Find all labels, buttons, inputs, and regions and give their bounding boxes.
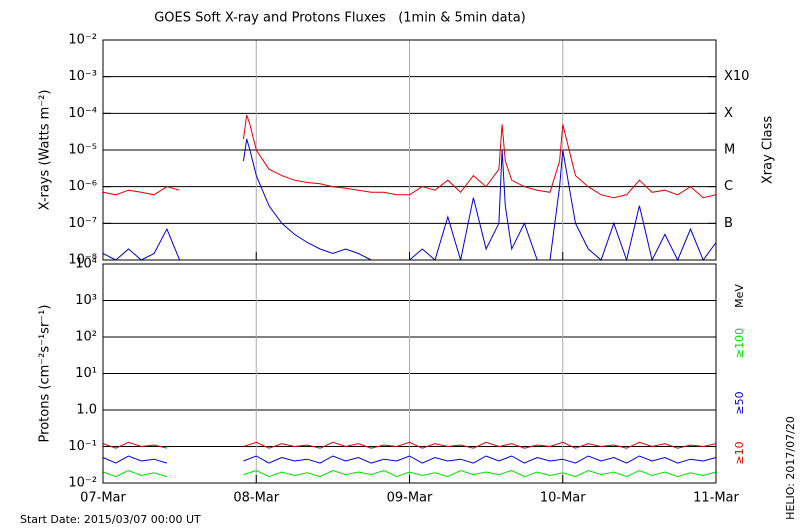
legend-label: ≥10 [733, 441, 746, 464]
y-tick-label: 10⁻¹ [68, 439, 97, 454]
y-tick-label: 10⁻³ [68, 69, 97, 84]
right-tick-label: B [724, 216, 733, 231]
series-line [102, 441, 717, 449]
plot-frame [102, 39, 717, 261]
y-tick-label: 10¹ [75, 366, 97, 381]
y-tick-label: 10⁻⁵ [68, 143, 97, 158]
y-tick-label: 10³ [75, 293, 97, 308]
y-axis-label: Protons (cm⁻²s⁻¹sr⁻¹) [38, 305, 53, 443]
x-tick-label: 11-Mar [693, 491, 739, 506]
y-tick-label: 10² [75, 330, 97, 345]
start-date: Start Date: 2015/03/07 00:00 UT [20, 513, 201, 526]
x-tick-label: 09-Mar [387, 491, 433, 506]
y-tick-label: 10⁻⁸ [68, 253, 97, 268]
y-tick-label: 10⁻⁷ [68, 216, 97, 231]
series-line [102, 455, 717, 464]
y-tick-label: 1.0 [76, 403, 97, 418]
right-tick-label: M [724, 143, 735, 158]
y-tick-label: 10⁻⁶ [68, 179, 97, 194]
legend-label: ≥100 [733, 328, 746, 358]
right-axis-label: Xray Class [761, 116, 776, 184]
legend-label: ≥50 [733, 391, 746, 414]
x-tick-label: 07-Mar [80, 491, 126, 506]
chart-title: GOES Soft X-ray and Protons Fluxes (1min… [154, 11, 526, 26]
right-tick-label: X10 [724, 69, 749, 84]
plot-frame [102, 263, 717, 484]
x-tick-label: 10-Mar [540, 491, 586, 506]
units-label: MeV [733, 284, 746, 308]
right-tick-label: X [724, 106, 733, 121]
credit: HELIO: 2017/07/20 [784, 416, 797, 520]
y-tick-label: 10⁻⁴ [68, 106, 97, 121]
series-line [102, 469, 717, 478]
y-tick-label: 10⁻² [68, 33, 97, 48]
y-tick-label: 10⁴ [75, 257, 97, 272]
x-tick-label: 08-Mar [233, 491, 279, 506]
right-tick-label: C [724, 179, 733, 194]
y-tick-label: 10⁻² [68, 476, 97, 491]
y-axis-label: X-rays (Watts m⁻²) [38, 90, 53, 211]
series-line [102, 114, 717, 199]
